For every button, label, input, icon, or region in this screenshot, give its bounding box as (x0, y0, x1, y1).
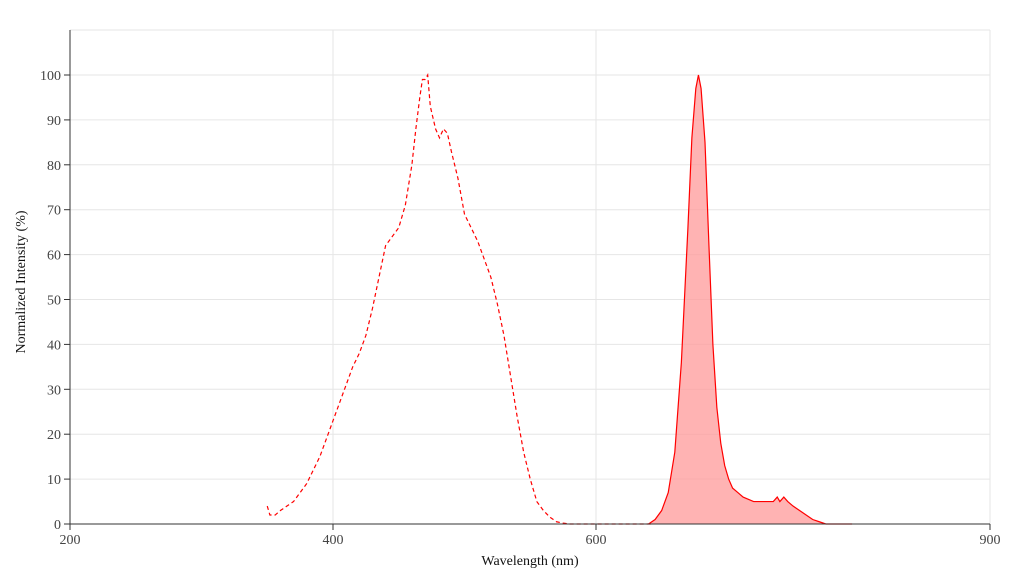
y-tick-label: 50 (47, 294, 61, 309)
series-layer (266, 73, 853, 525)
y-tick-label: 10 (47, 473, 61, 488)
y-tick-label: 20 (47, 428, 61, 443)
y-tick-label: 100 (40, 69, 61, 84)
x-tick-label: 200 (60, 533, 81, 548)
y-axis-title: Normalized Intensity (%) (14, 210, 29, 353)
tick-labels: 0 10 20 30 40 50 60 70 80 90 100 200 400 600 900 (40, 69, 1001, 548)
y-tick-label: 80 (47, 159, 61, 174)
y-tick-label: 90 (47, 114, 61, 129)
axes (64, 30, 991, 530)
x-tick-label: 900 (980, 533, 1001, 548)
y-tick-label: 70 (47, 204, 61, 219)
excitation-line (266, 73, 652, 525)
emission-area (648, 75, 853, 524)
x-tick-label: 400 (323, 533, 344, 548)
grid (70, 29, 991, 524)
x-axis-title: Wavelength (nm) (481, 554, 579, 569)
y-tick-label: 40 (47, 338, 61, 353)
y-tick-label: 0 (54, 518, 61, 533)
x-tick-label: 600 (586, 533, 607, 548)
y-tick-label: 30 (47, 383, 61, 398)
y-tick-label: 60 (47, 249, 61, 264)
emission-line (648, 74, 853, 525)
